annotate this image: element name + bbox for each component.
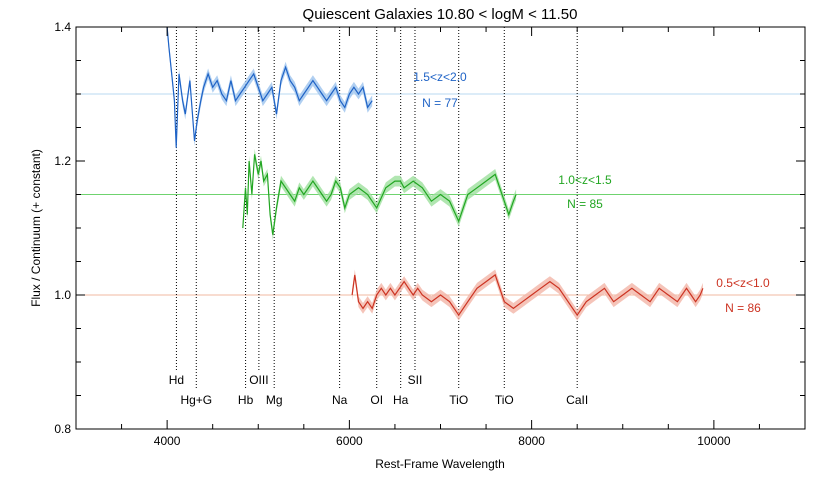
feature-label: Hg+G bbox=[180, 393, 212, 407]
y-tick-label: 1.2 bbox=[54, 154, 71, 168]
plot-area bbox=[76, 27, 805, 390]
feature-label: OI bbox=[370, 393, 383, 407]
x-tick-label: 4000 bbox=[154, 434, 181, 448]
series-line bbox=[166, 27, 373, 148]
chart-title: Quiescent Galaxies 10.80 < logM < 11.50 bbox=[303, 6, 578, 23]
series-label: 1.0<z<1.5 bbox=[558, 173, 612, 187]
x-tick-label: 8000 bbox=[518, 434, 545, 448]
feature-label: TiO bbox=[449, 393, 468, 407]
x-tick-label: 6000 bbox=[336, 434, 363, 448]
series-count: N = 85 bbox=[567, 197, 603, 211]
feature-label: Ha bbox=[393, 393, 409, 407]
plot-frame bbox=[75, 26, 806, 430]
x-tick-label: 10000 bbox=[697, 434, 731, 448]
series-label: 1.5<z<2.0 bbox=[413, 70, 467, 84]
series-label: 0.5<z<1.0 bbox=[716, 276, 770, 290]
y-tick-label: 0.8 bbox=[54, 422, 71, 436]
series-band bbox=[352, 269, 703, 321]
y-tick-label: 1.0 bbox=[54, 288, 71, 302]
feature-label: SII bbox=[408, 373, 423, 387]
series-count: N = 77 bbox=[422, 96, 458, 110]
series-line bbox=[351, 273, 704, 317]
series-line bbox=[242, 154, 517, 235]
feature-label: Hb bbox=[238, 393, 254, 407]
x-axis-title: Rest-Frame Wavelength bbox=[375, 457, 505, 471]
feature-label: Hd bbox=[169, 373, 184, 387]
y-tick-label: 1.4 bbox=[54, 20, 71, 34]
feature-label: Mg bbox=[266, 393, 283, 407]
feature-label: TiO bbox=[495, 393, 514, 407]
series-count: N = 86 bbox=[725, 301, 761, 315]
feature-label: Na bbox=[332, 393, 348, 407]
y-axis-title: Flux / Continuum (+ constant) bbox=[29, 149, 43, 307]
series-band bbox=[167, 27, 373, 153]
feature-label: OIII bbox=[249, 373, 268, 387]
feature-label: CaII bbox=[566, 393, 588, 407]
